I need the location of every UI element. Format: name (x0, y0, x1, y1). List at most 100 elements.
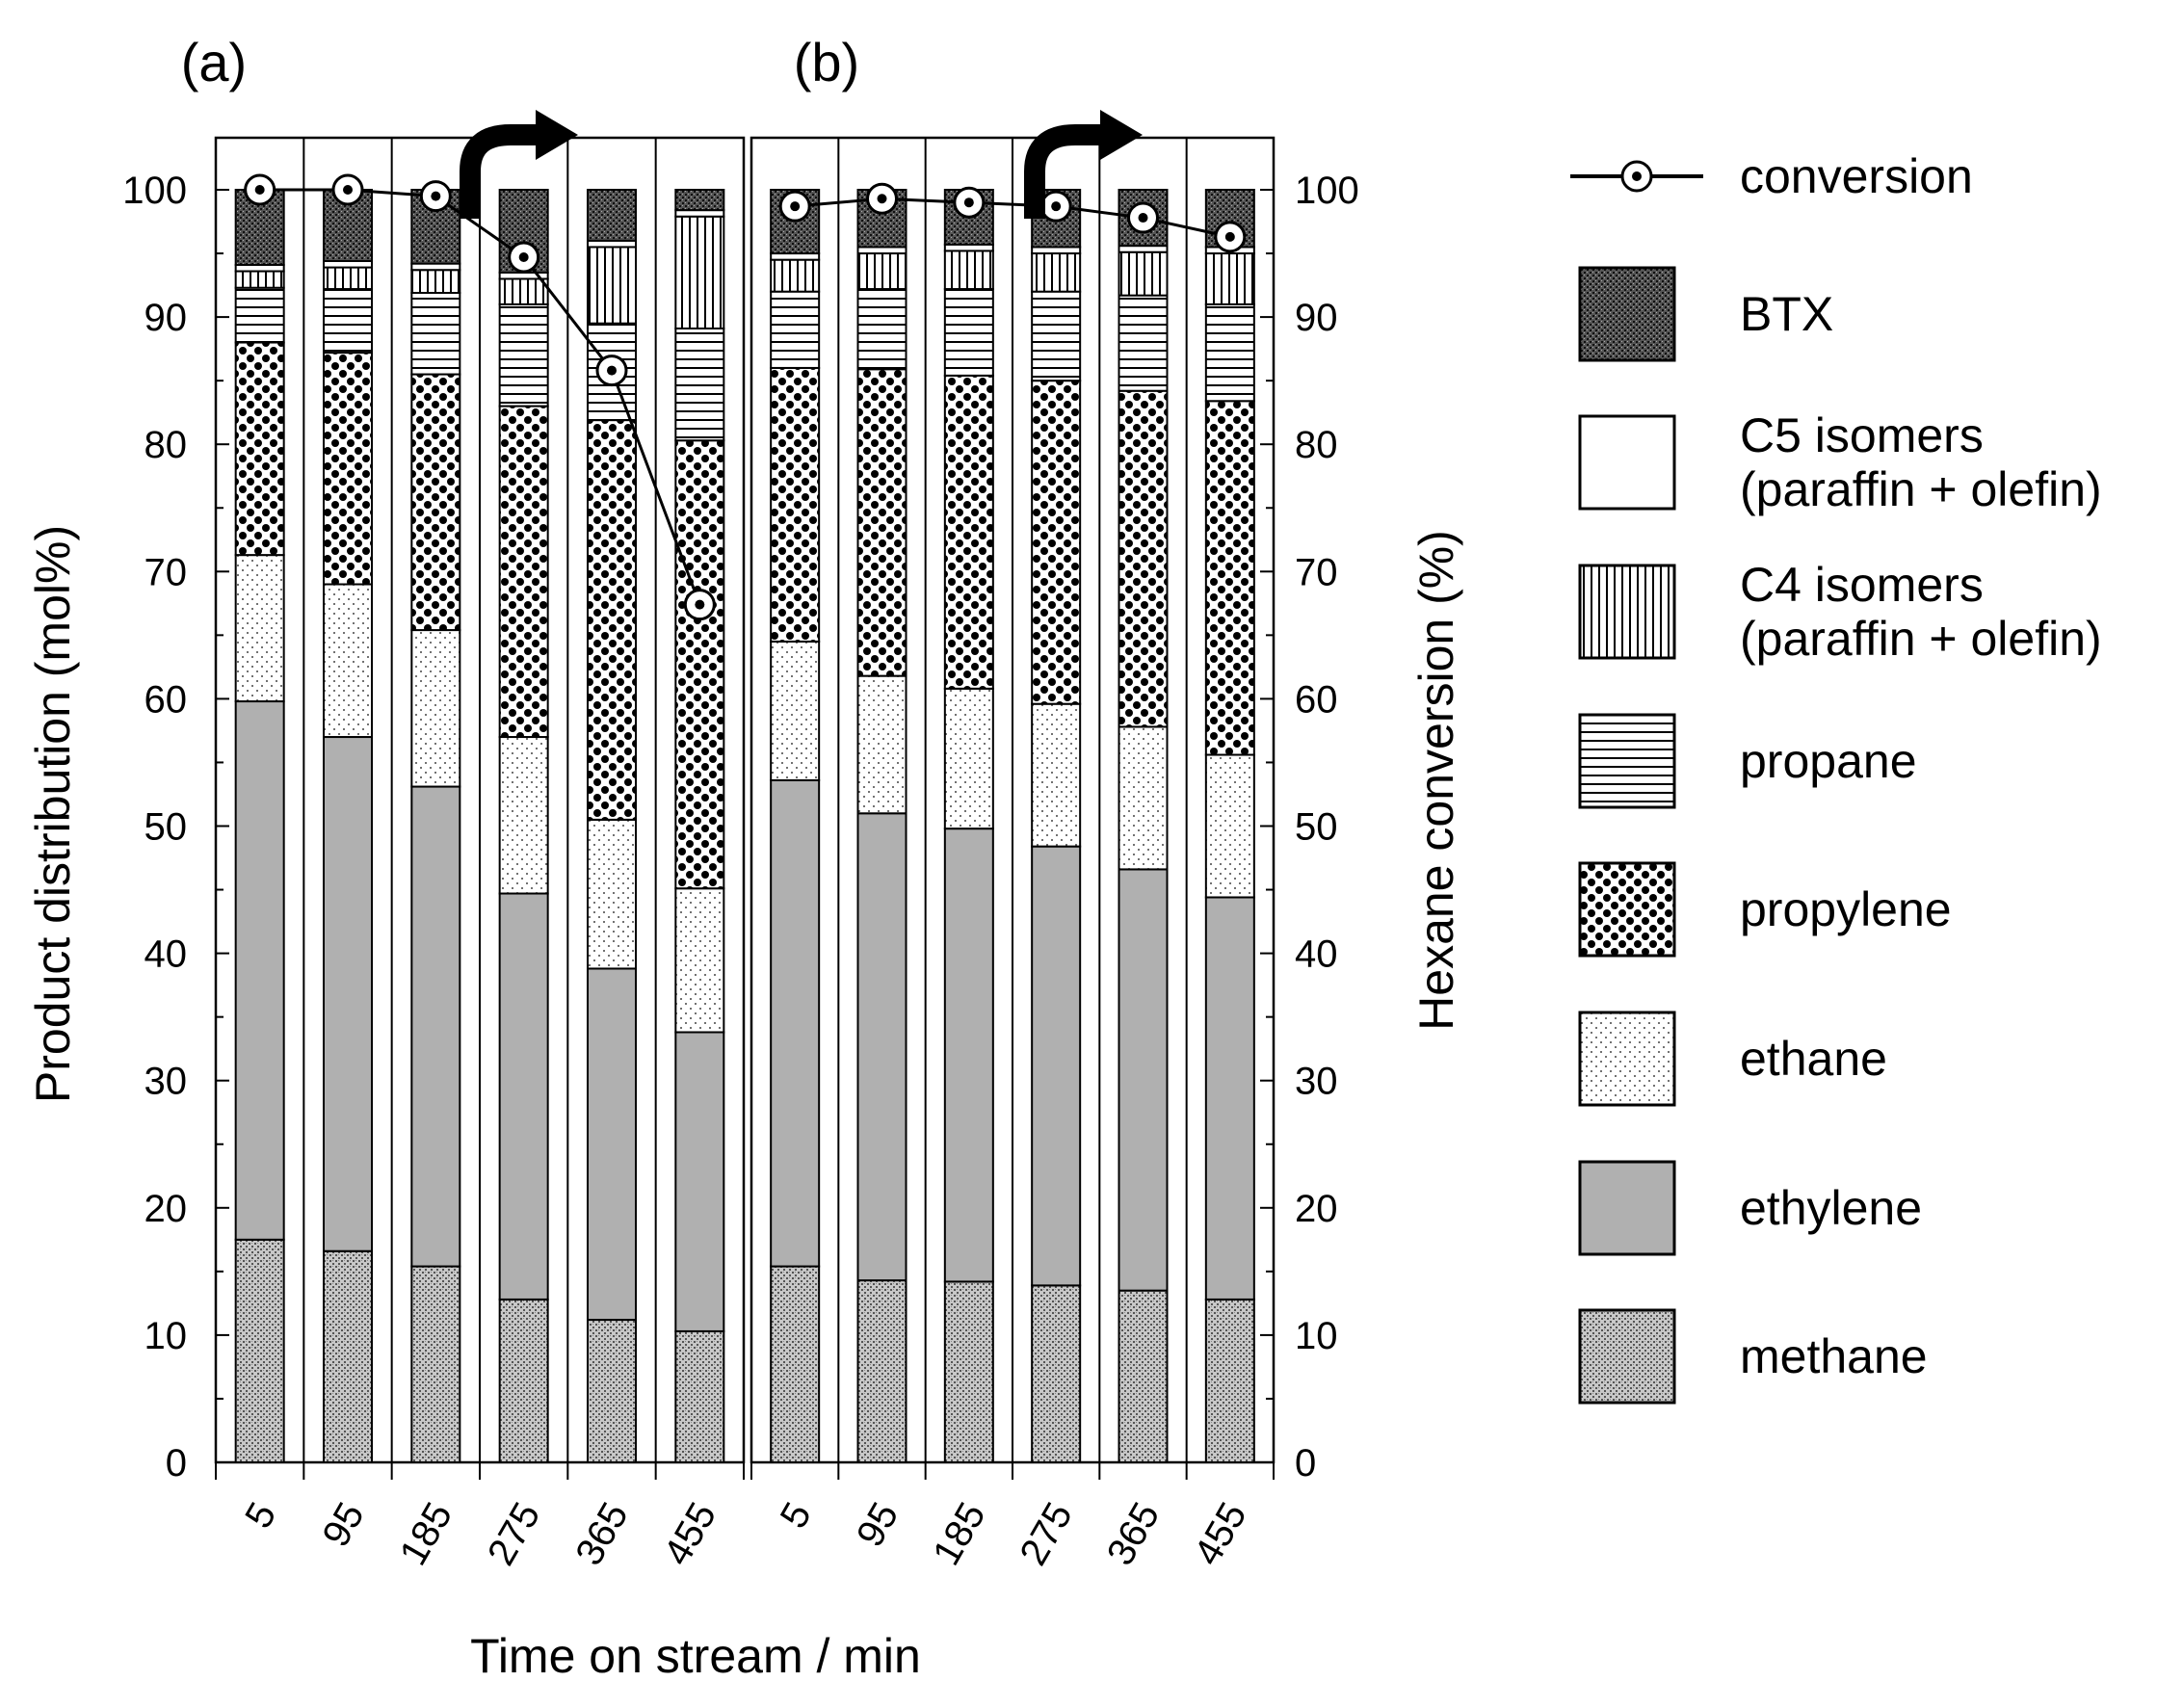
y-tick-label-right: 70 (1295, 551, 1338, 593)
conversion-point-dot (963, 197, 974, 208)
y-tick-label-right: 100 (1295, 170, 1359, 212)
bar-segment-propylene (1031, 380, 1082, 705)
y-tick-label-right: 80 (1295, 424, 1338, 466)
bar-segment-ethylene (410, 785, 461, 1268)
bar-segment-propylene (674, 439, 725, 890)
y-tick-label-right: 20 (1295, 1188, 1338, 1230)
bar-segment-c4 (234, 270, 285, 289)
x-tick-label: 5 (237, 1496, 284, 1536)
conversion-point-dot (695, 599, 705, 610)
bar-segment-methane (770, 1265, 821, 1464)
bar-segment-c4 (770, 258, 821, 293)
legend-label-methane: methane (1740, 1329, 1928, 1383)
y-tick-label-left: 80 (145, 424, 188, 466)
x-tick-label: 365 (567, 1496, 636, 1573)
x-tick-label: 185 (925, 1496, 993, 1573)
bar-segment-methane (856, 1279, 907, 1464)
legend-label-ethylene: ethylene (1740, 1181, 1922, 1235)
bar-segment-propane (410, 292, 461, 376)
conversion-point-dot (877, 194, 887, 204)
y-tick-label-left: 40 (145, 933, 188, 976)
bar-segment-methane (410, 1265, 461, 1464)
conversion-point-dot (1051, 201, 1062, 212)
y-axis-title: Product distribution (mol%) (26, 525, 80, 1103)
bar-segment-c4 (1204, 252, 1255, 305)
bar-segment-ethylene (1204, 896, 1255, 1301)
y-tick-label-right: 90 (1295, 297, 1338, 339)
turn-arrow-icon (460, 124, 538, 219)
bar-segment-ethane (770, 640, 821, 781)
x-tick-label: 185 (392, 1496, 460, 1573)
bar-segment-ethylene (1118, 868, 1169, 1292)
bar-segment-ethylene (323, 736, 373, 1252)
bar-segment-methane (323, 1249, 373, 1463)
bar-segment-ethane (498, 736, 549, 895)
y-tick-label-right: 0 (1295, 1442, 1316, 1485)
bar-segment-propylene (943, 374, 994, 690)
bar-segment-methane (1118, 1289, 1169, 1464)
bar-segment-propane (1204, 302, 1255, 403)
bar-segment-c4 (943, 250, 994, 291)
legend-swatch-ethylene (1578, 1160, 1676, 1256)
bar-segment-ethylene (587, 967, 637, 1322)
bar-segment-propane (498, 302, 549, 407)
conversion-point-dot (607, 365, 617, 376)
legend-label-btx: BTX (1740, 287, 1833, 341)
bar-segment-methane (674, 1329, 725, 1464)
x-tick-label: 275 (480, 1496, 548, 1573)
y-tick-label-left: 70 (145, 551, 188, 593)
legend-conversion-marker-dot (1632, 171, 1642, 181)
y-tick-label-left: 100 (122, 170, 187, 212)
bar-segment-ethylene (943, 828, 994, 1283)
y-tick-label-right: 30 (1295, 1061, 1338, 1103)
bar-segment-btx (587, 189, 637, 242)
bar-segment-ethylene (498, 892, 549, 1301)
y-tick-label-left: 10 (145, 1315, 188, 1357)
conversion-point-dot (1224, 231, 1235, 242)
conversion-point-dot (343, 185, 353, 195)
turn-arrow-head-icon (536, 110, 578, 160)
bar-segment-c4 (410, 269, 461, 295)
bar-segment-methane (234, 1238, 285, 1463)
bar-segment-c4 (1118, 250, 1169, 297)
bar-segment-propylene (234, 341, 285, 557)
legend-swatch-propylene (1578, 861, 1676, 958)
conversion-point-dot (431, 191, 441, 201)
y-tick-label-right: 10 (1295, 1315, 1338, 1357)
bar-segment-propane (674, 327, 725, 442)
bar-segment-propylene (498, 405, 549, 739)
bar-segment-methane (498, 1298, 549, 1463)
bar-segment-propane (856, 288, 907, 371)
bar-segment-propane (1031, 290, 1082, 382)
bar-segment-btx (674, 189, 725, 212)
bar-segment-ethane (1118, 725, 1169, 871)
x-tick-label: 365 (1099, 1496, 1168, 1573)
x-tick-label: 5 (773, 1496, 820, 1536)
bar-segment-propane (770, 290, 821, 369)
bar-segment-ethylene (674, 1031, 725, 1332)
y-tick-label-left: 30 (145, 1061, 188, 1103)
x-axis-title: Time on stream / min (470, 1629, 921, 1683)
bar-segment-ethane (410, 629, 461, 788)
x-tick-label: 455 (1186, 1496, 1254, 1573)
x-tick-label: 455 (656, 1496, 724, 1573)
legend-swatch-c4 (1578, 564, 1676, 660)
bar-segment-propylene (587, 419, 637, 821)
conversion-point-dot (518, 252, 529, 263)
bar-segment-propane (234, 286, 285, 344)
bar-segment-c4 (856, 252, 907, 291)
legend-swatch-c5 (1578, 414, 1676, 511)
conversion-point-dot (254, 185, 265, 195)
bar-segment-ethylene (234, 700, 285, 1241)
bar-segment-methane (943, 1280, 994, 1463)
y-tick-label-left: 90 (145, 297, 188, 339)
bar-segment-methane (1031, 1284, 1082, 1463)
bar-segment-propylene (1118, 389, 1169, 728)
x-tick-label: 95 (849, 1496, 907, 1555)
panel-label: (b) (794, 32, 859, 92)
bar-segment-ethane (1204, 753, 1255, 899)
bar-segment-ethane (856, 674, 907, 815)
bar-segment-ethane (674, 887, 725, 1034)
legend-label-c5: C5 isomers (1740, 408, 1984, 462)
